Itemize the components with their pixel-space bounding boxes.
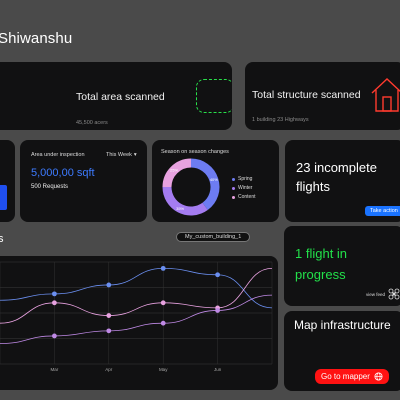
x-tick-label: Mar [51,367,59,372]
greeting-name: Shiwanshu [0,30,73,47]
flight-progress-card: 1 flight in progress view feed [284,226,400,306]
season-donut-chart: 40% 35% 25% [162,158,220,216]
period-dropdown[interactable]: This Week ▾ [106,152,137,158]
total-area-subtitle: 45,500 acers [76,120,108,126]
legend-dot [232,195,235,199]
total-structure-title: Total structure scanned [252,89,361,101]
donut-slice [162,186,208,216]
data-point [52,300,57,306]
donut-slice [162,158,192,188]
data-point [160,300,166,306]
left-partial-card: → [0,140,15,222]
inspection-value: 5,000,00 sqft [31,167,95,179]
donut-slice-label: 25% [170,168,178,173]
season-title: Season on season changes [161,149,229,155]
view-feed-link[interactable]: view feed [366,292,386,297]
chevron-down-icon: ▾ [133,152,137,158]
map-infrastructure-title: Map infrastructure [294,318,391,332]
inspection-requests: 500 Requests [31,184,69,190]
data-point [106,282,112,288]
data-point [160,265,166,271]
period-dropdown-label: This Week [106,152,132,158]
legend-dot [232,186,235,190]
map-infrastructure-card: Map infrastructure Go to mapper [284,311,400,391]
blue-indicator [0,185,7,210]
data-point [106,313,112,318]
chart-section-title: s [0,233,4,245]
data-point [52,291,57,297]
data-point [52,333,57,339]
data-point [215,272,221,278]
legend-label: Winter [238,185,253,191]
series-line [0,294,273,344]
flight-progress-title: 1 flight in progress [295,246,348,282]
line-chart: Mar Apr May Jun [0,261,273,372]
donut-slice-label: 35% [176,206,184,211]
x-tick-label: May [159,367,168,372]
season-legend: Spring Winter Content [232,176,256,200]
building-selector[interactable]: My_custom_building_1 [176,232,251,242]
total-area-card: Total area scanned 45,500 acers [0,62,232,130]
incomplete-flights-title: 23 incomplete flights [296,160,377,194]
legend-item-content: Content [232,194,256,200]
globe-icon [374,372,383,381]
data-point [160,320,166,326]
go-to-mapper-button[interactable]: Go to mapper [315,369,389,384]
go-to-mapper-label: Go to mapper [321,372,370,381]
legend-item-winter: Winter [232,185,256,191]
area-outline-icon [196,79,232,113]
data-point [106,328,112,334]
donut-slice [190,158,220,211]
total-structure-subtitle: 1 building 23 Highways [252,117,309,123]
series-line [0,267,273,309]
donut-slice-label: 40% [210,177,218,182]
total-structure-card: Total structure scanned 1 building 23 Hi… [245,62,400,130]
legend-label: Content [238,194,256,200]
inspection-label: Area under inspection [31,152,85,158]
legend-label: Spring [238,176,253,182]
drone-icon [388,288,400,300]
line-chart-card: Mar Apr May Jun [0,256,278,390]
x-tick-label: Jun [214,367,222,372]
inspection-card: Area under inspection This Week ▾ 5,000,… [20,140,147,222]
data-point [215,308,221,313]
house-icon [371,78,400,112]
x-tick-label: Apr [105,367,113,372]
incomplete-flights-card: 23 incomplete flights Take action [285,140,400,222]
legend-item-spring: Spring [232,176,256,182]
take-action-button[interactable]: Take action [365,206,400,216]
series-line [0,267,273,324]
total-area-title: Total area scanned [76,91,165,103]
season-card: Season on season changes 40% 35% 25% Sprin… [152,140,279,222]
legend-dot [232,177,235,181]
